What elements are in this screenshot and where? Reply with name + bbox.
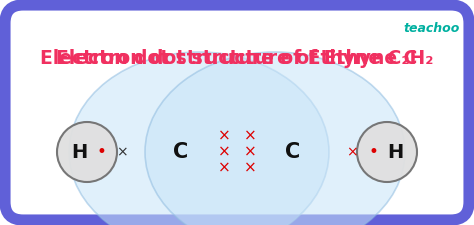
Text: ×: × bbox=[244, 128, 256, 144]
Text: C: C bbox=[285, 142, 301, 162]
Text: ×: × bbox=[244, 160, 256, 176]
Text: Electron dot structure of Ethyne C: Electron dot structure of Ethyne C bbox=[56, 49, 418, 68]
Circle shape bbox=[57, 122, 117, 182]
Text: Electron dot structure of Ethyne C₂H₂: Electron dot structure of Ethyne C₂H₂ bbox=[40, 49, 434, 68]
Text: ×: × bbox=[218, 144, 230, 160]
Text: •: • bbox=[96, 143, 106, 161]
Text: H: H bbox=[387, 142, 403, 162]
Text: ×: × bbox=[218, 160, 230, 176]
Circle shape bbox=[357, 122, 417, 182]
Ellipse shape bbox=[69, 52, 329, 225]
Text: ×: × bbox=[244, 144, 256, 160]
Text: H: H bbox=[71, 142, 87, 162]
Text: teachoo: teachoo bbox=[404, 22, 460, 35]
FancyBboxPatch shape bbox=[5, 5, 469, 220]
Text: ×: × bbox=[116, 145, 128, 159]
Text: •: • bbox=[368, 143, 378, 161]
Text: C: C bbox=[173, 142, 189, 162]
Text: ×: × bbox=[218, 128, 230, 144]
Text: ×: × bbox=[346, 145, 358, 159]
Ellipse shape bbox=[145, 52, 405, 225]
